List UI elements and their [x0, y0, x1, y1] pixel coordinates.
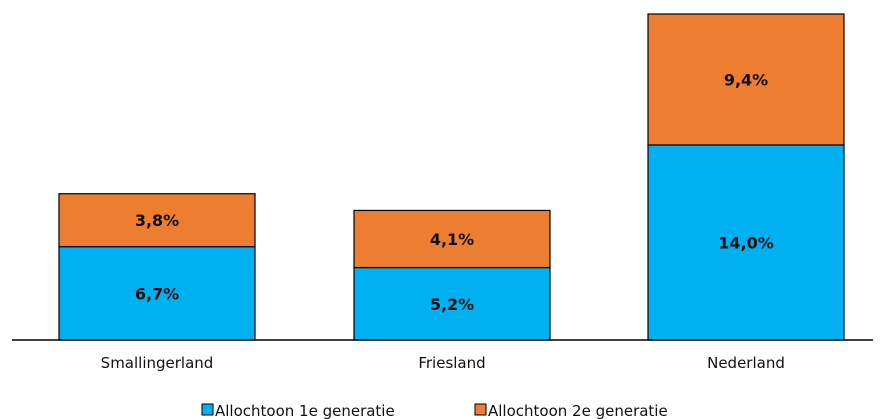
- category-label-smallingerland: Smallingerland: [101, 354, 214, 372]
- bar-nederland-series-1: [647, 144, 845, 341]
- bar-smallingerland-series-2: [58, 193, 256, 248]
- legend-swatch-series-1: [201, 403, 214, 416]
- data-label-nederland-series-1: 14,0%: [718, 233, 774, 252]
- data-label-smallingerland-series-2: 3,8%: [135, 211, 179, 230]
- data-label-smallingerland-series-1: 6,7%: [135, 284, 179, 303]
- category-label-friesland: Friesland: [418, 354, 485, 372]
- data-label-nederland-series-2: 9,4%: [724, 70, 768, 89]
- data-label-friesland-series-2: 4,1%: [430, 230, 474, 249]
- data-label-friesland-series-1: 5,2%: [430, 295, 474, 314]
- legend-swatch-series-2: [474, 403, 487, 416]
- bar-friesland-series-2: [353, 209, 551, 269]
- legend: Allochtoon 1e generatie Allochtoon 2e gen…: [201, 402, 668, 419]
- legend-label-series-2: Allochtoon 2e generatie: [488, 402, 668, 419]
- category-label-nederland: Nederland: [707, 354, 785, 372]
- bars-group: [58, 13, 845, 341]
- bar-nederland-series-2: [647, 13, 845, 146]
- legend-label-series-1: Allochtoon 1e generatie: [215, 402, 395, 419]
- labels-group: 6,7% 3,8% Smallingerland 5,2% 4,1% Friesland 1…: [101, 70, 785, 372]
- bar-smallingerland-series-1: [58, 246, 256, 341]
